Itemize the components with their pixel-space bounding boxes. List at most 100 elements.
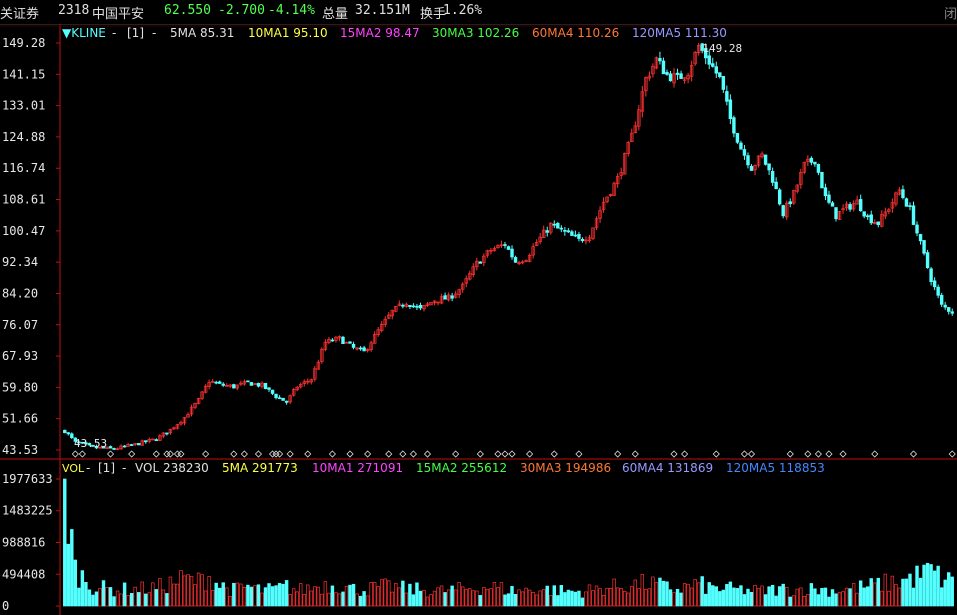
volume-bar [563,592,567,607]
event-marker [670,450,678,458]
volume-bar [739,585,743,607]
candle [644,77,648,92]
candle [415,305,419,308]
volume-bar [355,593,359,607]
volume-bar [299,583,303,607]
candle [94,446,99,449]
event-marker [276,450,284,458]
volume-bar [855,592,859,607]
volume-bar [542,589,546,607]
candle [922,240,926,254]
candle [869,214,873,224]
volume-bar [869,578,873,607]
volume-bars-layer [63,478,954,607]
volume-bar [531,592,535,607]
volume-bar [788,596,792,607]
event-marker [575,450,583,458]
candle [422,305,426,310]
event-marker [304,450,312,458]
kline-chart[interactable]: ▼KLINE - [1] - 5MA 85.31 10MA1 95.10 15M… [0,24,957,615]
volume-bar [809,583,814,607]
volume-bar [478,595,483,607]
volume-bar [725,584,729,607]
event-marker [254,450,263,458]
volume-bar [105,587,109,607]
candle [425,303,430,306]
candle [672,73,676,84]
vol-period: [1] [98,461,115,475]
volume-bar [461,586,465,607]
volume-bar [820,587,824,607]
candle [320,348,324,362]
volume-bar [98,588,102,607]
volume-bar [203,590,208,607]
candle [932,280,937,288]
candle [179,421,183,425]
kline-legend: ▼KLINE - [1] - 5MA 85.31 10MA1 95.10 15M… [62,26,727,40]
volume-bar [432,590,437,607]
candle [939,294,944,305]
volume-bar [696,582,701,607]
volume-bar [587,584,592,607]
candle [756,155,761,166]
candle [344,341,349,344]
candle [918,234,923,242]
candle [802,161,807,173]
event-marker [128,450,136,458]
candle [98,446,102,449]
volume-bar [735,588,740,607]
candle [84,442,88,445]
volume-bar [471,590,475,607]
candle [387,314,391,319]
event-marker [202,450,210,458]
volume-bar [672,592,676,607]
window-glyph[interactable]: 闭 [944,7,957,22]
volume-bar [281,583,285,607]
volume-bar [344,585,349,607]
volume-bar [823,587,828,607]
volume-bar [154,589,159,607]
candle [404,303,409,308]
candle [87,443,92,446]
volume-bar [161,589,166,607]
candle [154,439,159,441]
volume-bar [552,585,556,607]
volume-bar [337,593,342,607]
volume-bar [545,585,549,607]
vol-title: VOL [62,462,85,475]
candle [401,304,405,307]
volume-bar [189,575,194,607]
candle [820,171,824,189]
volume-bar [556,595,560,607]
event-marker [78,450,86,458]
volume-bar [253,585,257,607]
event-marker [385,450,393,458]
candle [714,66,718,74]
vol-ma-10: 10MA1 271091 [312,461,403,475]
event-marker [948,450,956,458]
candle [742,149,747,156]
candle [221,383,225,386]
volume-bar [661,580,666,607]
volume-bar [151,582,155,607]
volume-bar [806,594,810,607]
candle [647,75,652,79]
candle [894,192,898,205]
volume-bar [207,576,211,607]
volume-bar [147,592,151,607]
candle [774,181,778,190]
candle [686,74,690,80]
volume-bar [172,583,176,607]
volume-bar [376,586,380,607]
volume-bar [746,588,750,607]
candle [291,389,296,396]
candle [161,432,166,437]
candle [827,194,831,203]
volume-bar [450,585,454,607]
volume-bar [640,574,645,607]
vol-value: VOL 238230 [135,461,209,475]
volume-bar [168,576,173,607]
candle [66,432,70,435]
volume-bar [873,582,877,607]
volume-bar [70,529,74,607]
